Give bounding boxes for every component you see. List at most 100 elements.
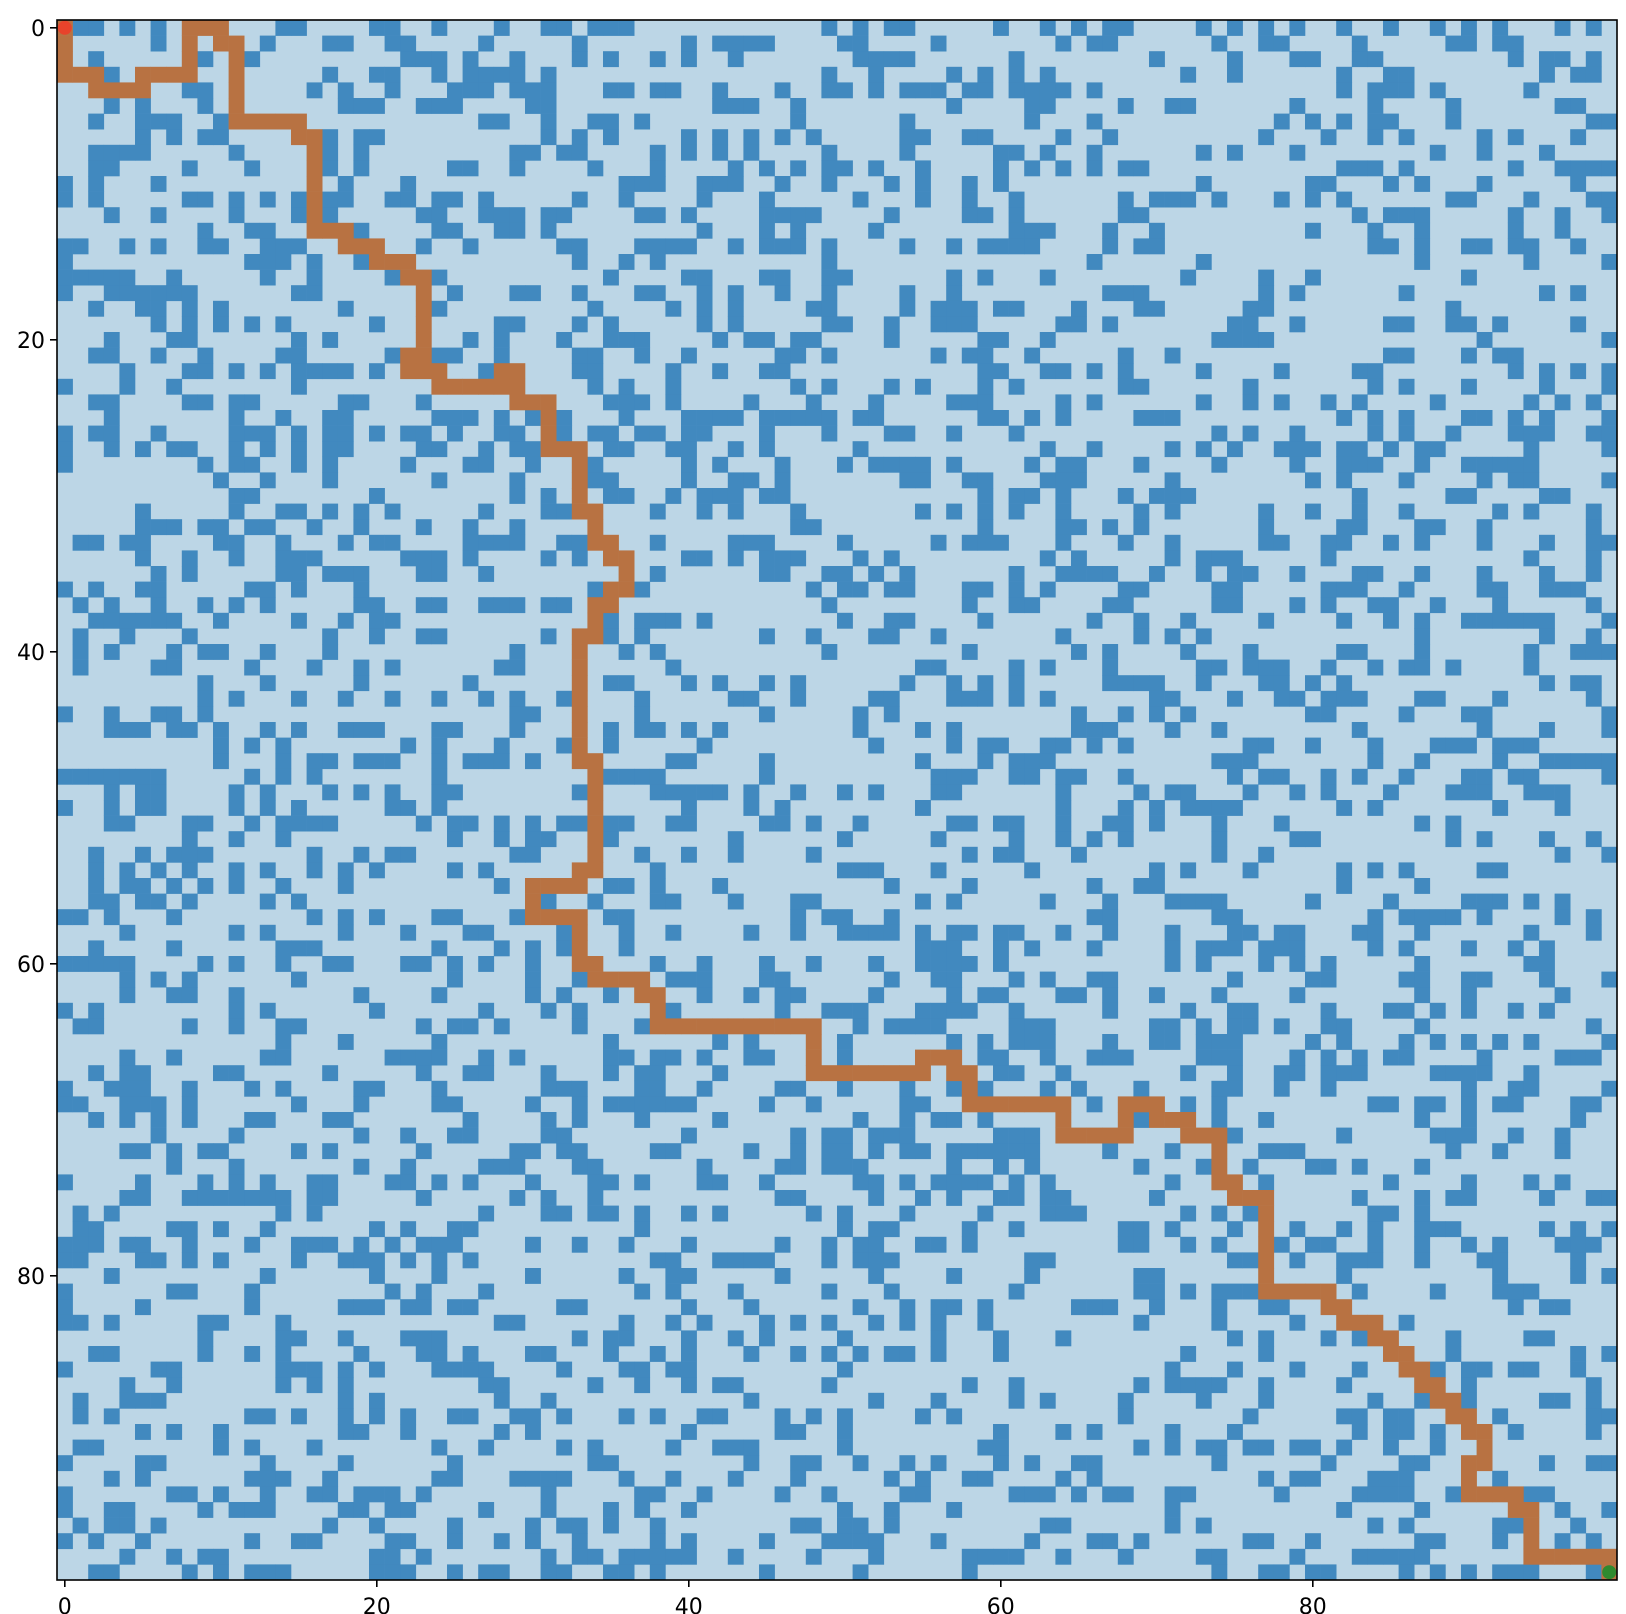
obstacle-cell <box>1398 1314 1415 1331</box>
obstacle-cell <box>665 784 682 801</box>
path-cell <box>587 784 604 801</box>
obstacle-cell <box>915 893 931 910</box>
path-cell <box>618 566 635 582</box>
obstacle-cell <box>899 1143 916 1160</box>
obstacle-cell <box>540 222 557 239</box>
obstacle-cell <box>1585 1392 1602 1409</box>
obstacle-cell <box>837 581 853 598</box>
obstacle-cell <box>634 332 651 348</box>
obstacle-cell <box>1008 1174 1025 1191</box>
obstacle-cell <box>759 222 775 239</box>
obstacle-cell <box>1320 129 1337 146</box>
obstacle-cell <box>1461 378 1477 395</box>
obstacle-cell <box>1554 1392 1571 1409</box>
path-cell <box>587 503 604 520</box>
obstacle-cell <box>1211 1080 1228 1097</box>
obstacle-cell <box>1429 441 1446 458</box>
obstacle-cell <box>946 1002 963 1019</box>
obstacle-cell <box>1351 51 1368 68</box>
obstacle-cell <box>1461 893 1477 910</box>
obstacle-cell <box>743 472 760 489</box>
obstacle-cell <box>369 1486 385 1503</box>
path-cell <box>603 597 619 614</box>
obstacle-cell <box>259 425 276 442</box>
obstacle-cell <box>1461 940 1477 957</box>
obstacle-cell <box>447 784 463 801</box>
obstacle-cell <box>431 1096 448 1113</box>
obstacle-cell <box>525 956 541 972</box>
obstacle-cell <box>384 690 401 707</box>
obstacle-cell <box>712 82 729 99</box>
obstacle-cell <box>213 238 229 255</box>
obstacle-cell <box>868 222 885 239</box>
obstacle-cell <box>759 1174 775 1191</box>
obstacle-cell <box>228 800 245 816</box>
obstacle-cell <box>1570 129 1587 146</box>
obstacle-cell <box>1227 768 1243 785</box>
obstacle-cell <box>1008 222 1025 239</box>
obstacle-cell <box>790 1346 807 1362</box>
obstacle-cell <box>946 1502 963 1518</box>
obstacle-cell <box>899 1127 916 1144</box>
obstacle-cell <box>727 831 744 848</box>
obstacle-cell <box>306 909 323 926</box>
obstacle-cell <box>1351 488 1368 504</box>
obstacle-cell <box>1320 971 1337 988</box>
obstacle-cell <box>431 753 448 770</box>
obstacle-cell <box>899 1112 916 1128</box>
obstacle-cell <box>509 534 526 551</box>
obstacle-cell <box>322 129 339 146</box>
obstacle-cell <box>1367 160 1384 177</box>
obstacle-cell <box>899 566 916 582</box>
obstacle-cell <box>228 924 245 941</box>
obstacle-cell <box>462 1221 479 1238</box>
obstacle-cell <box>103 768 120 785</box>
x-tick-label: 0 <box>58 1595 72 1614</box>
obstacle-cell <box>977 1080 994 1097</box>
obstacle-cell <box>1601 113 1618 130</box>
obstacle-cell <box>1414 1455 1431 1472</box>
obstacle-cell <box>509 690 526 707</box>
obstacle-cell <box>322 456 339 473</box>
obstacle-cell <box>1164 410 1181 426</box>
obstacle-cell <box>1273 441 1290 458</box>
obstacle-cell <box>946 1143 963 1160</box>
path-cells <box>57 20 1618 1581</box>
obstacle-cell <box>1383 113 1399 130</box>
obstacle-cell <box>431 722 448 738</box>
obstacle-cell <box>556 1439 573 1456</box>
obstacle-cell <box>603 316 619 333</box>
obstacle-cell <box>727 1283 744 1300</box>
obstacle-cell <box>462 332 479 348</box>
obstacle-cell <box>587 581 604 598</box>
obstacle-cell <box>1149 51 1165 68</box>
obstacle-cell <box>603 129 619 146</box>
obstacle-cell <box>1367 1548 1384 1565</box>
obstacle-cell <box>478 924 495 941</box>
obstacle-cell <box>150 1096 167 1113</box>
obstacle-cell <box>774 987 791 1004</box>
path-cell <box>181 35 198 52</box>
obstacle-cell <box>431 628 448 645</box>
obstacle-cell <box>603 1517 619 1534</box>
obstacle-cell <box>1351 1361 1368 1378</box>
obstacle-cell <box>1601 1080 1618 1097</box>
obstacle-cell <box>883 1221 900 1238</box>
obstacle-cell <box>1585 1564 1602 1581</box>
obstacle-cell <box>1258 768 1275 785</box>
obstacle-cell <box>213 722 229 738</box>
obstacle-cell <box>618 1361 635 1378</box>
obstacle-cell <box>1117 1221 1134 1238</box>
obstacle-cell <box>369 1548 385 1565</box>
obstacle-cell <box>1351 441 1368 458</box>
obstacle-cell <box>946 503 963 520</box>
obstacle-cell <box>197 1314 214 1331</box>
path-cell <box>587 800 604 816</box>
path-cell <box>915 1049 931 1066</box>
obstacle-cell <box>1242 300 1259 317</box>
obstacle-cell <box>743 98 760 114</box>
obstacle-cell <box>525 285 541 302</box>
obstacle-cell <box>618 1408 635 1425</box>
path-cell <box>571 737 588 754</box>
obstacle-cell <box>493 831 510 848</box>
